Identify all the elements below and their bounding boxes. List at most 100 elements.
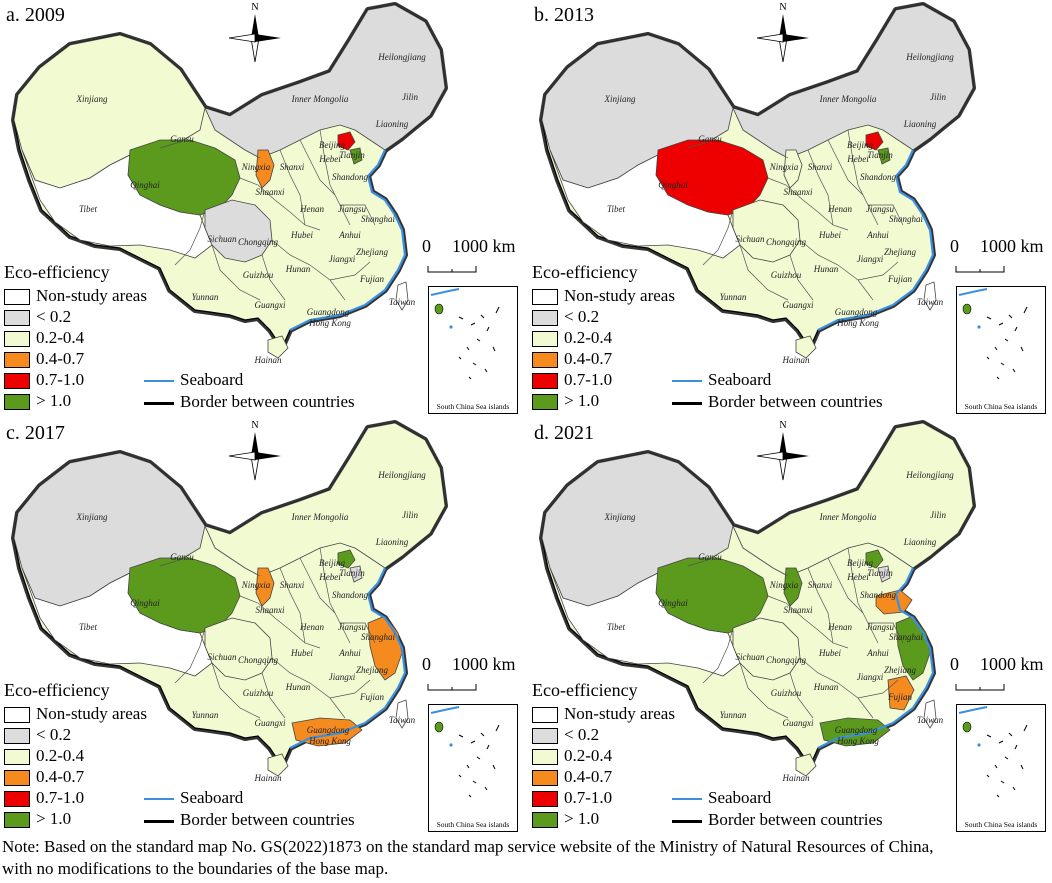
province-boundary: [319, 129, 351, 226]
legend-item: 0.2-0.4: [532, 746, 612, 766]
province-boundary: [271, 239, 346, 301]
legend-seaboard: Seaboard: [672, 370, 771, 390]
province-boundary: [329, 679, 371, 699]
north-label: N: [251, 420, 258, 431]
hainan-region: [795, 753, 817, 777]
province-label: Zhejiang: [356, 247, 389, 257]
province-label: Tianjin: [867, 568, 893, 578]
qinghai-region: [655, 557, 769, 634]
china-map: Heilongjiang Jilin Liaoning Inner Mongolia X…: [11, 420, 448, 783]
province-label: Yunnan: [192, 292, 219, 302]
north-label: N: [779, 2, 786, 13]
province-boundary: [279, 567, 306, 644]
legend-swatch: [4, 728, 30, 745]
map-panel-2021: Heilongjiang Jilin Liaoning Inner Mongolia X…: [528, 418, 1048, 836]
legend-item: 0.4-0.7: [532, 349, 612, 369]
province-boundary: [857, 679, 899, 699]
province-label: Fujian: [359, 274, 384, 284]
province-boundary: [261, 254, 286, 301]
legend-item: Non-study areas: [532, 704, 675, 724]
province-label: Ningxia: [769, 580, 799, 590]
province-label: Heilongjiang: [377, 52, 426, 62]
province-boundary: [319, 547, 351, 644]
legend-swatch: [4, 791, 30, 808]
province-label: Hubei: [290, 230, 313, 240]
scale-zero: 0: [422, 236, 431, 256]
legend-swatch: [4, 310, 30, 327]
legend-border: Border between countries: [672, 392, 883, 412]
province-boundary: [261, 672, 286, 719]
province-label: Zhejiang: [356, 665, 389, 675]
legend-swatch: [4, 331, 30, 348]
province-label: Hainan: [254, 355, 283, 365]
province-label: Yunnan: [192, 710, 219, 720]
province-label: Shaanxi: [784, 605, 813, 615]
province-label: Hunan: [285, 682, 311, 692]
north-arrow-icon: [756, 432, 809, 481]
fujian-region: [887, 675, 915, 711]
province-boundary: [340, 622, 376, 644]
province-label: Yunnan: [720, 710, 747, 720]
legend-label: 0.4-0.7: [36, 767, 85, 786]
legend-swatch: [4, 707, 30, 724]
legend-label: 0.2-0.4: [564, 328, 613, 347]
legend-swatch: [532, 791, 558, 808]
province-boundary: [204, 107, 261, 159]
province-boundary: [239, 177, 321, 231]
legend-swatch: [4, 749, 30, 766]
beijing-region: [337, 549, 356, 569]
north-arrow-icon: [228, 14, 281, 63]
china-map: Heilongjiang Jilin Liaoning Inner Mongolia X…: [11, 2, 448, 365]
province-label: Hong Kong: [308, 318, 351, 328]
province-label: Jiangxi: [857, 254, 884, 264]
province-boundary: [739, 244, 789, 301]
legend-swatch: [532, 352, 558, 369]
legend-border: Border between countries: [144, 392, 355, 412]
province-label: Henan: [827, 622, 852, 632]
province-label: Tianjin: [339, 568, 365, 578]
legend-label: 0.7-1.0: [36, 788, 85, 807]
province-boundary: [329, 261, 371, 281]
inset-caption: South China Sea islands: [964, 820, 1038, 829]
province-label: Hong Kong: [836, 736, 879, 746]
province-label: Hunan: [813, 264, 839, 274]
province-label: Ningxia: [241, 162, 271, 172]
province-label: Guangdong: [835, 725, 878, 735]
province-label: Shanghai: [361, 214, 396, 224]
province-label: Chongqing: [238, 655, 279, 665]
province-boundary: [827, 139, 864, 196]
note-line-2: with no modifications to the boundaries …: [2, 859, 389, 878]
scale-bar: 0 1000 km: [948, 654, 1048, 694]
scale-bar: 0 1000 km: [420, 654, 520, 694]
province-boundary: [827, 557, 864, 614]
province-boundary: [868, 622, 904, 644]
province-label: Hunan: [285, 264, 311, 274]
province-label: Guizhou: [771, 270, 802, 280]
province-label: Qinghai: [130, 598, 160, 608]
province-label: Hebei: [318, 572, 341, 582]
legend-border: Border between countries: [672, 810, 883, 830]
province-label: Guizhou: [243, 688, 274, 698]
panel-label: d. 2021: [534, 422, 594, 444]
province-boundary: [204, 525, 261, 577]
legend-label: 0.2-0.4: [36, 746, 85, 765]
province-label: Tibet: [79, 622, 98, 632]
province-label: Heilongjiang: [905, 470, 954, 480]
tianjin-region: [877, 147, 891, 165]
scale-bar: 0 1000 km: [420, 236, 520, 276]
province-label: Taiwan: [389, 715, 416, 725]
china-map: Heilongjiang Jilin Liaoning Inner Mongolia X…: [539, 2, 976, 365]
legend-label: 0.2-0.4: [36, 328, 85, 347]
legend-label: > 1.0: [564, 391, 600, 410]
province-boundary: [702, 627, 734, 684]
province-boundary: [807, 149, 834, 226]
legend-swatch: [532, 770, 558, 787]
beijing-region: [337, 131, 356, 151]
province-label: Tibet: [79, 204, 98, 214]
legend-label: < 0.2: [36, 307, 72, 326]
legend-swatch: [4, 373, 30, 390]
legend-swatch: [4, 289, 30, 306]
legend-label: Non-study areas: [564, 286, 675, 305]
hainan-region: [267, 335, 289, 359]
province-label: Jilin: [930, 510, 946, 520]
